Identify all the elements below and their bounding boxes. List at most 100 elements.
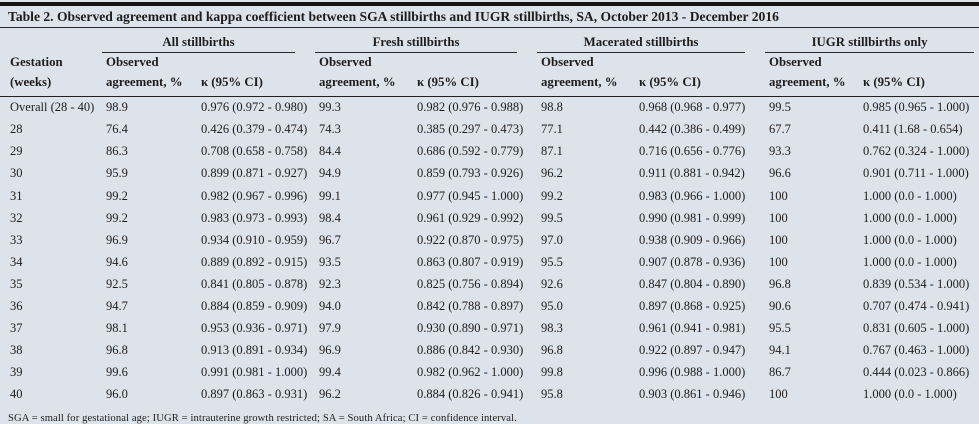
observed-agreement-fresh-cell: 97.9	[319, 321, 341, 336]
kappa-ci-macerated-cell: 0.847 (0.804 - 0.890)	[639, 276, 746, 291]
observed-agreement-fresh-cell: 99.1	[319, 188, 341, 203]
observed-agreement-macerated-cell: 99.5	[541, 210, 563, 225]
kappa-ci-all-cell: 0.934 (0.910 - 0.959)	[201, 232, 308, 247]
kappa-ci-iugr-cell: 0.411 (1.68 - 0.654)	[863, 122, 963, 137]
kappa-ci-all-cell: 0.708 (0.658 - 0.758)	[201, 144, 308, 159]
column-header-kappa-fresh: κ (95% CI)	[411, 53, 536, 97]
kappa-ci-fresh-cell: 0.922 (0.870 - 0.975)	[417, 232, 524, 247]
gestation-cell: 33	[10, 232, 23, 247]
kappa-ci-iugr-cell: 1.000 (0.0 - 1.000)	[863, 210, 957, 225]
table-row: 35 92.5 0.841 (0.805 - 0.878) 92.3 0.825 (0.…	[0, 273, 979, 295]
observed-agreement-fresh-cell: 98.4	[319, 210, 341, 225]
kappa-ci-macerated-cell: 0.983 (0.966 - 1.000)	[639, 188, 746, 203]
kappa-ci-fresh-cell: 0.961 (0.929 - 0.992)	[417, 210, 524, 225]
column-header-text: agreement, %	[769, 74, 846, 89]
kappa-ci-fresh-cell: 0.385 (0.297 - 0.473)	[417, 122, 524, 137]
gestation-cell: 40	[10, 387, 23, 402]
table-row: Overall (28 - 40) 98.9 0.976 (0.972 - 0.98…	[0, 96, 979, 119]
column-header-text: Gestation	[10, 55, 63, 69]
observed-agreement-all-cell: 76.4	[106, 122, 128, 137]
column-header-text: Observed	[769, 55, 822, 69]
observed-agreement-iugr-cell: 95.5	[769, 321, 791, 336]
observed-agreement-fresh-cell: 93.5	[319, 254, 341, 269]
observed-agreement-all-cell: 98.1	[106, 321, 128, 336]
group-header-all-stillbirths: All stillbirths	[100, 28, 313, 53]
kappa-ci-fresh-cell: 0.977 (0.945 - 1.000)	[417, 188, 524, 203]
kappa-ci-iugr-cell: 0.831 (0.605 - 1.000)	[863, 321, 970, 336]
kappa-ci-all-cell: 0.991 (0.981 - 1.000)	[201, 365, 308, 380]
observed-agreement-macerated-cell: 96.8	[541, 343, 563, 358]
column-header-gestation: Gestation (weeks)	[0, 53, 100, 97]
observed-agreement-fresh-cell: 94.9	[319, 166, 341, 181]
table-row: 40 96.0 0.897 (0.863 - 0.931) 96.2 0.884 (0.…	[0, 384, 979, 406]
observed-agreement-fresh-cell: 74.3	[319, 122, 341, 137]
observed-agreement-iugr-cell: 100	[769, 210, 788, 225]
group-header-macerated-stillbirths: Macerated stillbirths	[535, 28, 763, 53]
kappa-ci-macerated-cell: 0.922 (0.897 - 0.947)	[639, 343, 746, 358]
observed-agreement-all-cell: 94.7	[106, 299, 128, 314]
kappa-ci-all-cell: 0.953 (0.936 - 0.971)	[201, 321, 308, 336]
observed-agreement-macerated-cell: 97.0	[541, 232, 563, 247]
group-header-iugr-stillbirths-only: IUGR stillbirths only	[763, 28, 979, 53]
kappa-ci-macerated-cell: 0.911 (0.881 - 0.942)	[639, 166, 745, 181]
column-header-text: agreement, %	[541, 74, 618, 89]
column-header-text: κ (95% CI)	[417, 74, 479, 89]
kappa-ci-macerated-cell: 0.907 (0.878 - 0.936)	[639, 254, 746, 269]
column-header-row: Gestation (weeks) Observed agreement, % …	[0, 53, 979, 97]
gestation-cell: 38	[10, 343, 23, 358]
observed-agreement-fresh-cell: 96.2	[319, 387, 341, 402]
observed-agreement-all-cell: 98.9	[106, 100, 128, 115]
table-body: Overall (28 - 40) 98.9 0.976 (0.972 - 0.98…	[0, 96, 979, 406]
gestation-cell: 28	[10, 122, 23, 137]
gestation-cell: 31	[10, 188, 23, 203]
observed-agreement-macerated-cell: 95.5	[541, 254, 563, 269]
kappa-ci-fresh-cell: 0.982 (0.962 - 1.000)	[417, 365, 524, 380]
observed-agreement-macerated-cell: 96.2	[541, 166, 563, 181]
observed-agreement-fresh-cell: 99.3	[319, 100, 341, 115]
column-header-text: (weeks)	[10, 74, 52, 89]
observed-agreement-all-cell: 99.2	[106, 188, 128, 203]
table-row: 37 98.1 0.953 (0.936 - 0.971) 97.9 0.930 (0.…	[0, 318, 979, 340]
kappa-ci-macerated-cell: 0.442 (0.386 - 0.499)	[639, 122, 746, 137]
table-title: Table 2. Observed agreement and kappa co…	[0, 6, 979, 28]
column-header-kappa-iugr: κ (95% CI)	[857, 53, 979, 97]
table-row: 30 95.9 0.899 (0.871 - 0.927) 94.9 0.859 (0.…	[0, 163, 979, 185]
table-row: 29 86.3 0.708 (0.658 - 0.758) 84.4 0.686 (0.…	[0, 141, 979, 163]
observed-agreement-fresh-cell: 99.4	[319, 365, 341, 380]
observed-agreement-iugr-cell: 96.6	[769, 166, 791, 181]
kappa-ci-macerated-cell: 0.990 (0.981 - 0.999)	[639, 210, 746, 225]
observed-agreement-macerated-cell: 99.8	[541, 365, 563, 380]
kappa-ci-all-cell: 0.976 (0.972 - 0.980)	[201, 100, 308, 115]
observed-agreement-iugr-cell: 100	[769, 188, 788, 203]
kappa-ci-macerated-cell: 0.897 (0.868 - 0.925)	[639, 299, 746, 314]
observed-agreement-iugr-cell: 93.3	[769, 144, 791, 159]
table-row: 33 96.9 0.934 (0.910 - 0.959) 96.7 0.922 (0.…	[0, 229, 979, 251]
table-footnote: SGA = small for gestational age; IUGR = …	[8, 412, 517, 424]
column-header-kappa-all: κ (95% CI)	[195, 53, 314, 97]
gestation-cell: 30	[10, 166, 23, 181]
kappa-ci-iugr-cell: 1.000 (0.0 - 1.000)	[863, 188, 957, 203]
kappa-ci-all-cell: 0.899 (0.871 - 0.927)	[201, 166, 308, 181]
kappa-ci-iugr-cell: 0.985 (0.965 - 1.000)	[863, 100, 970, 115]
kappa-ci-all-cell: 0.841 (0.805 - 0.878)	[201, 276, 308, 291]
kappa-ci-macerated-cell: 0.903 (0.861 - 0.946)	[639, 387, 746, 402]
observed-agreement-all-cell: 95.9	[106, 166, 128, 181]
gestation-cell: 39	[10, 365, 23, 380]
kappa-ci-macerated-cell: 0.968 (0.968 - 0.977)	[639, 100, 746, 115]
kappa-ci-iugr-cell: 0.444 (0.023 - 0.866)	[863, 365, 970, 380]
column-header-text: κ (95% CI)	[201, 74, 263, 89]
group-header-label: Fresh stillbirths	[315, 35, 518, 53]
table-row: 38 96.8 0.913 (0.891 - 0.934) 96.9 0.886 (0.…	[0, 340, 979, 362]
kappa-ci-all-cell: 0.889 (0.892 - 0.915)	[201, 254, 308, 269]
observed-agreement-iugr-cell: 90.6	[769, 299, 791, 314]
observed-agreement-iugr-cell: 100	[769, 254, 788, 269]
kappa-ci-fresh-cell: 0.982 (0.976 - 0.988)	[417, 100, 524, 115]
column-header-text: Observed	[541, 55, 594, 69]
table-row: 36 94.7 0.884 (0.859 - 0.909) 94.0 0.842 (0.…	[0, 296, 979, 318]
kappa-ci-macerated-cell: 0.961 (0.941 - 0.981)	[639, 321, 746, 336]
kappa-ci-macerated-cell: 0.996 (0.988 - 1.000)	[639, 365, 746, 380]
kappa-ci-iugr-cell: 0.767 (0.463 - 1.000)	[863, 343, 970, 358]
kappa-ci-all-cell: 0.983 (0.973 - 0.993)	[201, 210, 308, 225]
kappa-ci-macerated-cell: 0.716 (0.656 - 0.776)	[639, 144, 746, 159]
